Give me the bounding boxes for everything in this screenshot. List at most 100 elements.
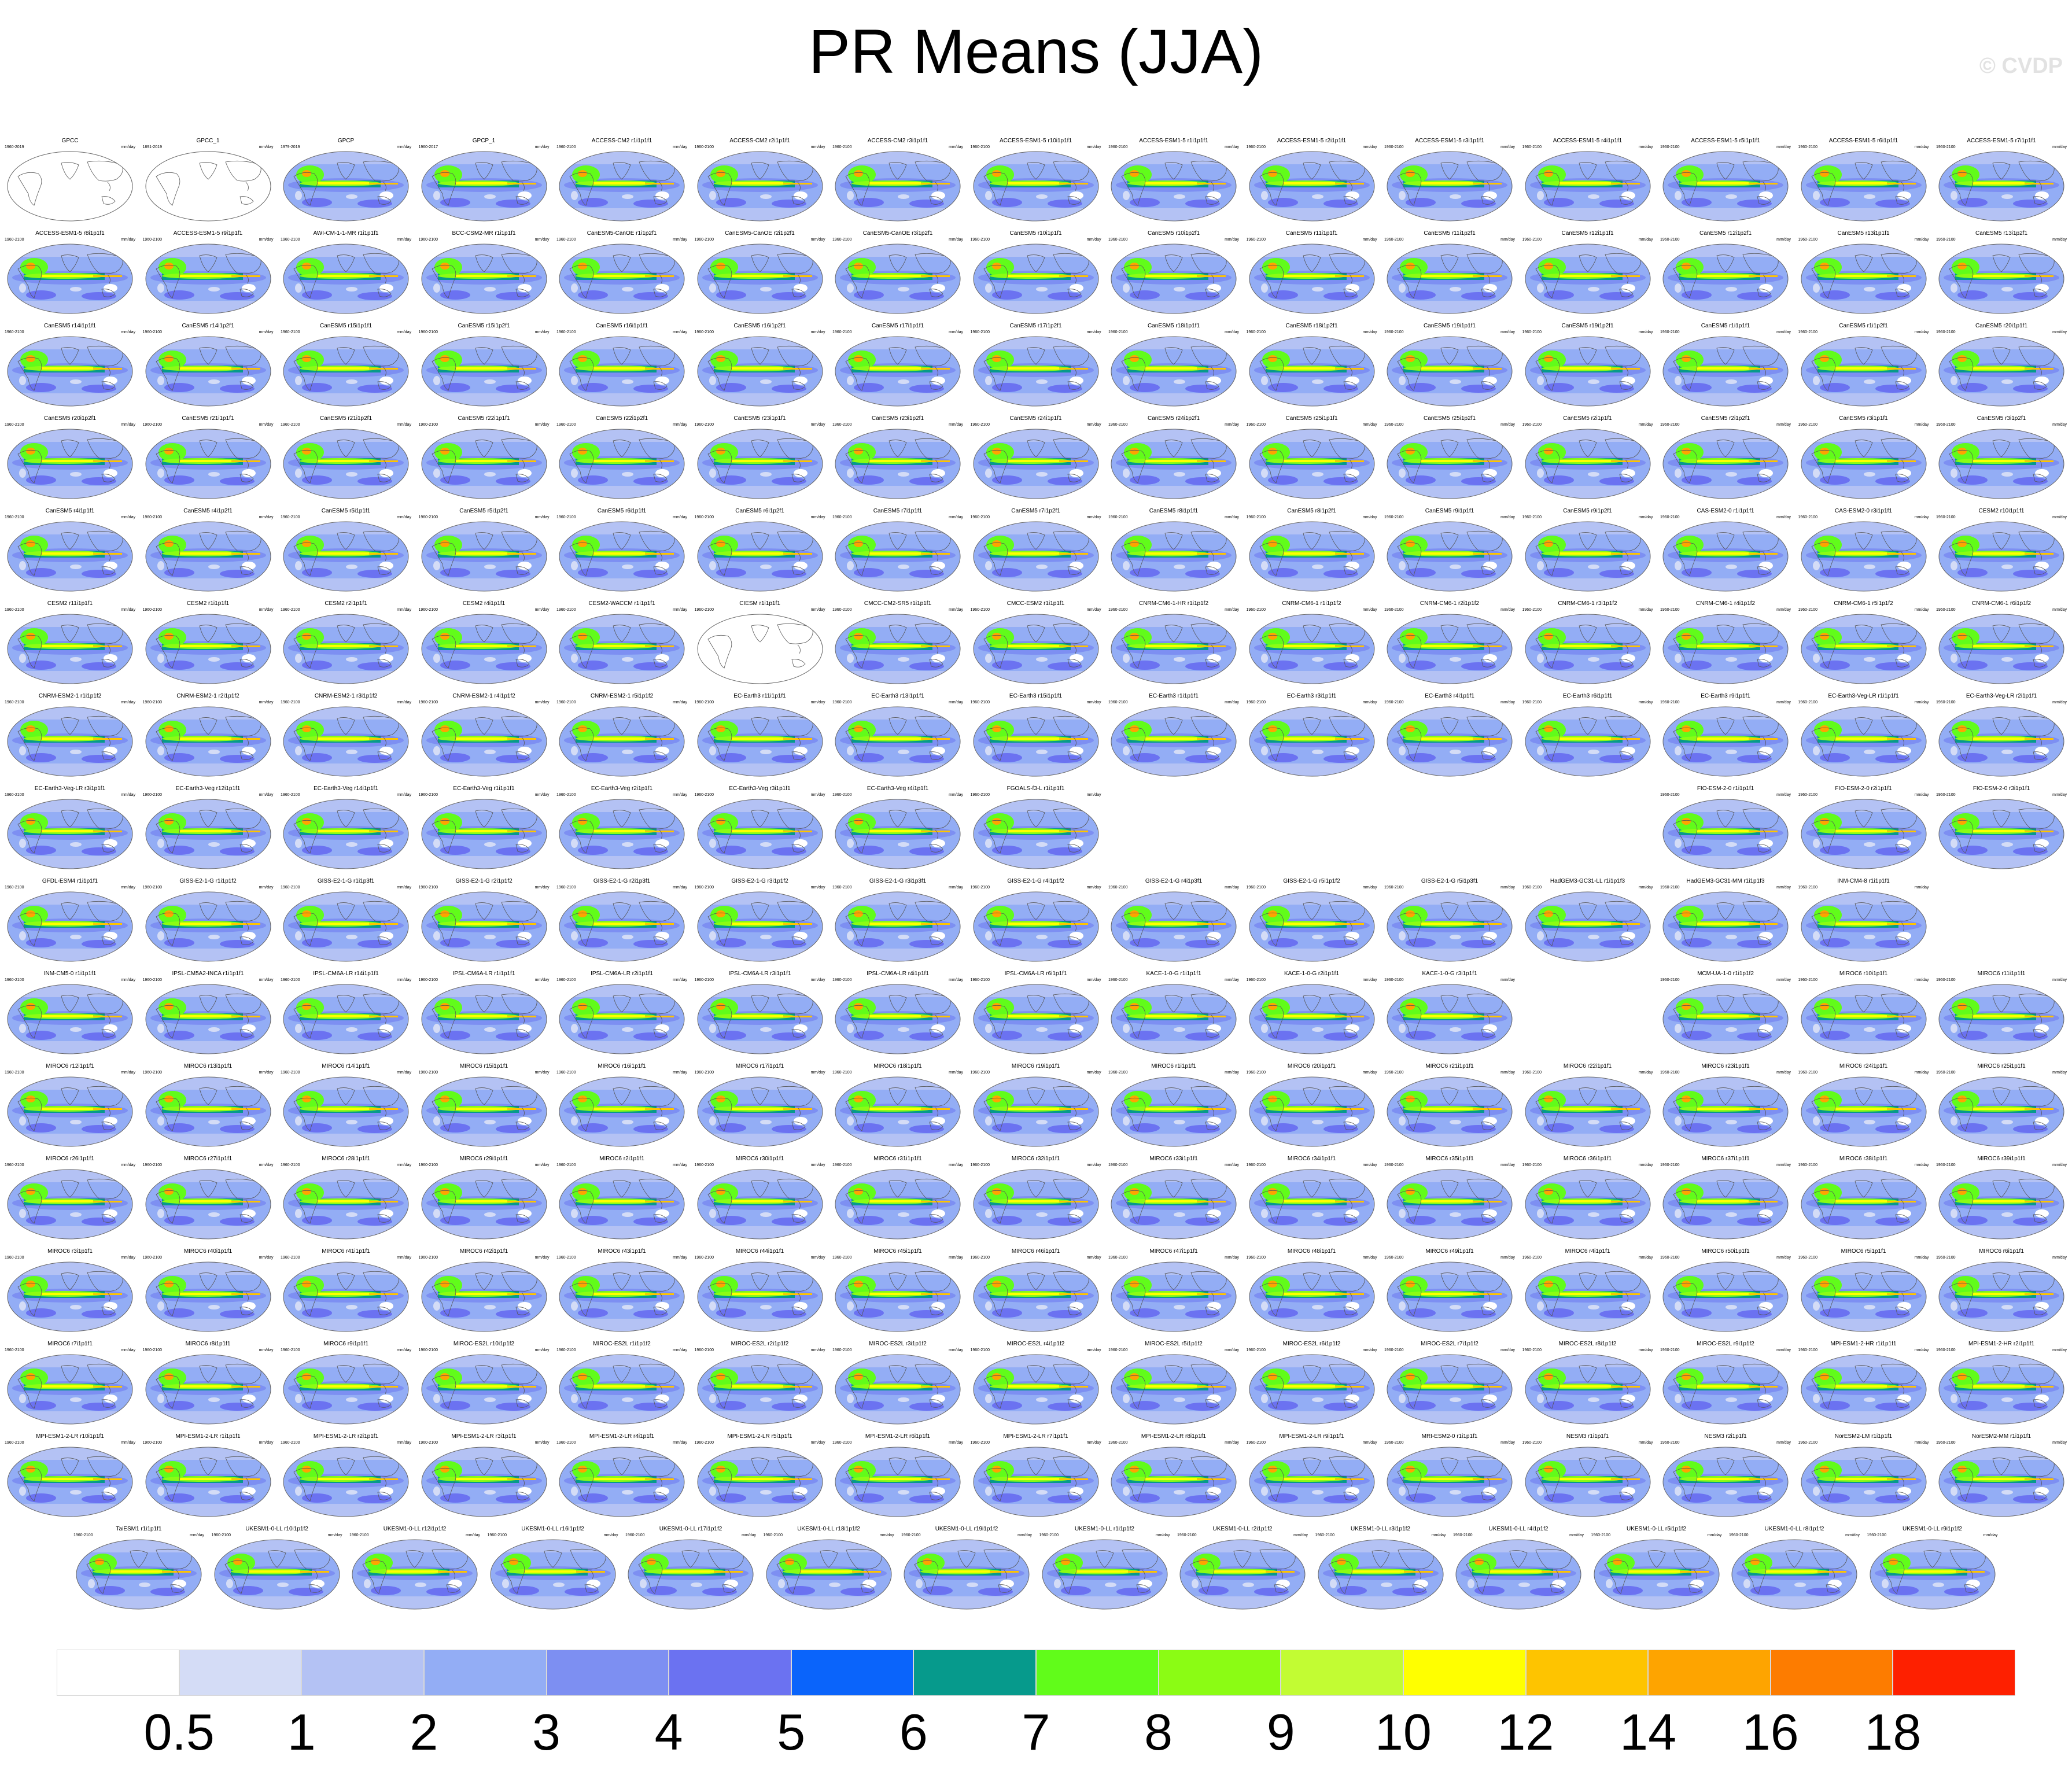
panel-years: 1960-2100: [1246, 423, 1266, 427]
panel-units: mm/day: [259, 423, 274, 427]
panel-title: INM-CM4-8 r1i1p1f1: [1837, 878, 1890, 884]
map-panel: ACCESS-CM2 r2i1p1f1 1960-2100 mm/day: [692, 138, 828, 224]
panel-years: 1960-2100: [556, 238, 576, 242]
panel-years: 1960-2100: [556, 1348, 576, 1352]
panel-years: 1960-2100: [1522, 1163, 1542, 1167]
panel-units: mm/day: [1500, 423, 1515, 427]
panel-units: mm/day: [1638, 700, 1653, 704]
precip-map: [145, 244, 271, 314]
map-panel: GISS-E2-1-G r4i1p3f1 1960-2100 mm/day: [1106, 878, 1241, 965]
panel-units: mm/day: [1362, 1348, 1377, 1352]
precip-map: [1801, 151, 1926, 222]
precip-map: [697, 614, 823, 684]
panel-title: MPI-ESM1-2-LR r9i1p1f1: [1279, 1433, 1344, 1440]
panel-title: CNRM-CM6-1 r1i1p1f2: [1282, 600, 1341, 607]
panel-years: 1960-2100: [1108, 978, 1128, 982]
panel-units: mm/day: [810, 330, 825, 334]
panel-units: mm/day: [673, 1163, 687, 1167]
panel-title: CanESM5-CanOE r2i1p2f1: [725, 230, 795, 237]
panel-years: 1960-2100: [5, 1348, 24, 1352]
panel-years: 1960-2100: [832, 1163, 852, 1167]
precip-map: [7, 706, 133, 777]
precip-map: [1801, 706, 1926, 777]
panel-years: 1960-2100: [142, 608, 162, 612]
panel-units: mm/day: [673, 1071, 687, 1075]
map-panel: ACCESS-ESM1-5 r8i1p1f1 1960-2100 mm/day: [2, 230, 138, 317]
precip-map: [1801, 1076, 1926, 1147]
panel-title: EC-Earth3 r4i1p1f1: [1425, 693, 1474, 699]
panel-units: mm/day: [534, 330, 550, 334]
panel-title: MPI-ESM1-2-LR r3i1p1f1: [451, 1433, 517, 1440]
panel-years: 1960-2100: [418, 1163, 438, 1167]
map-panel: BCC-CSM2-MR r1i1p1f1 1960-2100 mm/day: [416, 230, 552, 317]
panel-title: EC-Earth3 r3i1p1f1: [1286, 693, 1337, 699]
panel-units: mm/day: [949, 886, 963, 890]
panel-years: 1960-2100: [556, 1071, 576, 1075]
map-panel: CanESM5 r8i1p2f1 1960-2100 mm/day: [1244, 508, 1380, 595]
map-panel: MIROC6 r27i1p1f1 1960-2100 mm/day: [141, 1156, 276, 1242]
panel-units: mm/day: [121, 515, 135, 519]
panel-units: mm/day: [2052, 515, 2067, 519]
panel-title: MIROC6 r31i1p1f1: [873, 1156, 922, 1162]
panel-title: MPI-ESM1-2-LR r1i1p1f1: [175, 1433, 241, 1440]
precip-map: [421, 1261, 547, 1332]
panel-title: MPI-ESM1-2-HR r2i1p1f1: [1968, 1341, 2034, 1347]
panel-title: MPI-ESM1-2-HR r1i1p1f1: [1830, 1341, 1897, 1347]
map-panel: MIROC6 r36i1p1f1 1960-2100 mm/day: [1520, 1156, 1656, 1242]
panel-units: mm/day: [397, 1348, 411, 1352]
precip-map: [1249, 151, 1374, 222]
panel-title: MIROC6 r12i1p1f1: [46, 1063, 94, 1069]
panel-years: 1960-2100: [349, 1533, 369, 1537]
precip-map: [421, 799, 547, 869]
map-panel: CanESM5 r9i1p2f1 1960-2100 mm/day: [1520, 508, 1656, 595]
panel-units: mm/day: [603, 1533, 618, 1537]
panel-units: mm/day: [259, 515, 274, 519]
panel-years: 1960-2100: [832, 1071, 852, 1075]
panel-years: 1960-2100: [1936, 145, 1956, 149]
panel-units: mm/day: [949, 793, 963, 797]
panel-years: 1960-2100: [5, 515, 24, 519]
precip-map: [559, 1447, 685, 1517]
map-panel: GPCP 1979-2019 mm/day: [278, 138, 414, 224]
precip-map: [1249, 891, 1374, 962]
map-panel: CanESM5 r6i1p2f1 1960-2100 mm/day: [692, 508, 828, 595]
panel-years: 1960-2100: [694, 423, 714, 427]
map-panel: INM-CM4-8 r1i1p1f1 1960-2100 mm/day: [1796, 878, 1931, 965]
panel-years: 1960-2100: [1384, 886, 1404, 890]
panel-years: 1960-2100: [1246, 886, 1266, 890]
panel-years: 1960-2100: [1660, 515, 1680, 519]
panel-title: MIROC-ES2L r5i1p1f2: [1145, 1341, 1203, 1347]
panel-years: 1960-2100: [5, 330, 24, 334]
panel-years: 1960-2100: [970, 1071, 990, 1075]
panel-years: 1960-2100: [1798, 1163, 1817, 1167]
panel-title: CanESM5 r25i1p1f1: [1285, 415, 1338, 422]
panel-units: mm/day: [949, 700, 963, 704]
panel-title: IPSL-CM6A-LR r1i1p1f1: [452, 971, 515, 977]
panel-years: 1960-2100: [970, 886, 990, 890]
panel-units: mm/day: [1500, 700, 1515, 704]
precip-map: [559, 706, 685, 777]
panel-units: mm/day: [673, 515, 687, 519]
panel-units: mm/day: [1914, 145, 1929, 149]
panel-units: mm/day: [397, 1163, 411, 1167]
panel-units: mm/day: [1086, 608, 1101, 612]
colorbar-box: [791, 1650, 914, 1696]
map-panel: MIROC6 r33i1p1f1 1960-2100 mm/day: [1106, 1156, 1241, 1242]
map-panel: CanESM5 r24i1p2f1 1960-2100 mm/day: [1106, 415, 1241, 502]
map-panel: EC-Earth3 r3i1p1f1 1960-2100 mm/day: [1244, 693, 1380, 780]
colorbar-tick-label: 4: [654, 1703, 683, 1761]
map-panel: GPCC_1 1891-2019 mm/day: [141, 138, 276, 224]
panel-title: IPSL-CM6A-LR r3i1p1f1: [728, 971, 791, 977]
panel-title: MIROC6 r41i1p1f1: [322, 1248, 370, 1255]
panel-years: 1960-2100: [142, 793, 162, 797]
map-panel: GISS-E2-1-G r4i1p1f2 1960-2100 mm/day: [968, 878, 1104, 965]
panel-title: CanESM5 r19i1p1f1: [1423, 323, 1476, 329]
panel-units: mm/day: [190, 1533, 204, 1537]
panel-title: MIROC6 r48i1p1f1: [1287, 1248, 1336, 1255]
panel-units: mm/day: [673, 886, 687, 890]
panel-years: 1960-2100: [1384, 1441, 1404, 1445]
precip-map: [1042, 1539, 1167, 1610]
panel-title: INM-CM5-0 r1i1p1f1: [43, 971, 97, 977]
precip-map: [559, 984, 685, 1054]
precip-map: [145, 1076, 271, 1147]
